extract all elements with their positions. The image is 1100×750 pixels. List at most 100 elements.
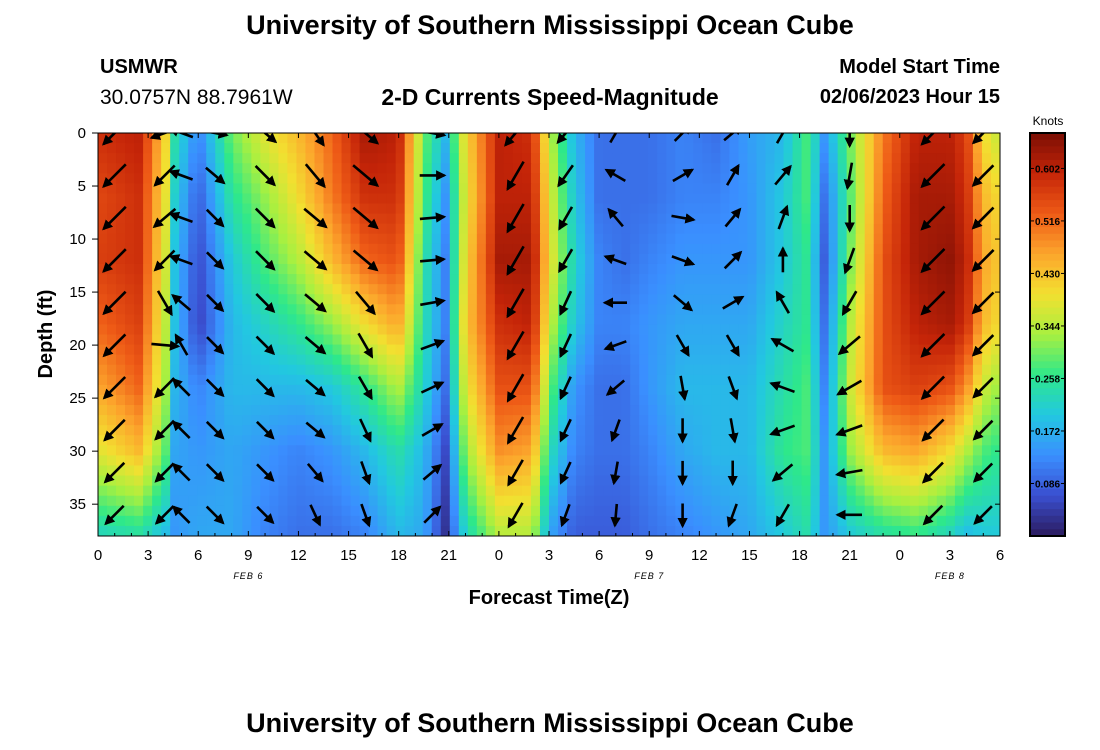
heatmap-cell [260, 495, 270, 507]
heatmap-cell [612, 344, 622, 356]
heatmap-cell [891, 455, 902, 467]
heatmap-cell [558, 485, 568, 497]
heatmap-cell [188, 274, 198, 285]
heatmap-cell [476, 153, 487, 164]
heatmap-cell [549, 505, 559, 517]
heatmap-cell [765, 374, 776, 386]
heatmap-cell [197, 173, 207, 184]
y-tick-label: 25 [69, 390, 86, 407]
heatmap-cell [720, 465, 730, 477]
heatmap-cell [828, 354, 839, 366]
heatmap-cell [368, 425, 379, 436]
colorbar-swatch [1030, 435, 1065, 443]
heatmap-cell [323, 223, 334, 235]
heatmap-cell [269, 193, 279, 205]
heatmap-cell [963, 223, 974, 235]
heatmap-cell [585, 445, 595, 456]
heatmap-cell [756, 314, 767, 326]
heatmap-cell [332, 374, 343, 386]
heatmap-cell [485, 223, 496, 235]
heatmap-cell [134, 394, 144, 406]
heatmap-cell [404, 354, 415, 366]
heatmap-cell [116, 183, 126, 195]
heatmap-cell [702, 394, 712, 406]
heatmap-cell [783, 183, 794, 195]
heatmap-cell [134, 193, 144, 205]
heatmap-cell [143, 213, 153, 225]
heatmap-cell [711, 455, 721, 467]
heatmap-cell [558, 183, 568, 195]
heatmap-cell [188, 515, 198, 527]
heatmap-cell [197, 253, 207, 265]
heatmap-cell [900, 183, 911, 195]
heatmap-cell [936, 274, 947, 285]
heatmap-cell [98, 364, 108, 376]
heatmap-cell [837, 253, 848, 265]
heatmap-cell [900, 435, 911, 446]
heatmap-cell [521, 505, 532, 517]
heatmap-cell [260, 415, 270, 426]
heatmap-cell [873, 133, 884, 144]
heatmap-cell [711, 465, 721, 477]
heatmap-cell [368, 354, 379, 366]
heatmap-cell [161, 203, 171, 215]
heatmap-cell [747, 475, 758, 487]
heatmap-cell [702, 364, 712, 376]
heatmap-cell [224, 354, 234, 366]
heatmap-cell [594, 425, 604, 436]
heatmap-cell [386, 435, 397, 446]
heatmap-cell [134, 294, 144, 305]
current-vector [102, 376, 127, 400]
heatmap-cell [792, 263, 803, 275]
heatmap-cell [368, 394, 379, 406]
heatmap-cell [900, 485, 911, 497]
heatmap-cell [882, 284, 893, 295]
y-tick-label: 15 [69, 284, 86, 301]
heatmap-cell [963, 253, 974, 265]
heatmap-cell [927, 203, 938, 215]
heatmap-cell [945, 364, 956, 376]
heatmap-cell [332, 203, 343, 215]
heatmap-cell [368, 435, 379, 446]
heatmap-cell [125, 294, 135, 305]
heatmap-cell [711, 203, 721, 215]
current-vector [206, 336, 225, 355]
heatmap-cell [873, 455, 884, 467]
heatmap-cell [485, 314, 496, 326]
heatmap-cell [648, 213, 658, 225]
heatmap-cell [485, 284, 496, 295]
footer-title: University of Southern Mississippi Ocean… [246, 708, 854, 738]
heatmap-cell [801, 153, 812, 164]
heatmap-cell [485, 143, 496, 154]
heatmap-cell [296, 465, 307, 477]
heatmap-cell [972, 193, 983, 205]
current-vector [255, 250, 276, 271]
heatmap-cell [395, 183, 406, 195]
heatmap-cell [440, 143, 451, 154]
heatmap-cell [269, 445, 279, 456]
heatmap-cell [485, 133, 496, 144]
heatmap-cell [765, 354, 776, 366]
heatmap-cell [666, 515, 676, 527]
heatmap-cell [287, 435, 298, 446]
heatmap-cell [747, 183, 758, 195]
heatmap-cell [152, 465, 162, 477]
colorbar-swatch [1030, 354, 1065, 362]
x-tick-label: 12 [290, 547, 307, 564]
heatmap-cell [98, 253, 108, 265]
heatmap-cell [485, 425, 496, 436]
heatmap-cell [422, 133, 433, 144]
heatmap-cell [332, 445, 343, 456]
heatmap-cell [828, 284, 839, 295]
current-vector [420, 381, 445, 394]
heatmap-cell [413, 405, 424, 416]
heatmap-cell [143, 324, 153, 336]
heatmap-cell [711, 384, 721, 396]
x-tick-label: 3 [545, 547, 553, 564]
heatmap-cell [945, 284, 956, 295]
heatmap-cell [927, 364, 938, 376]
heatmap-cell [188, 334, 198, 346]
heatmap-cell [738, 455, 749, 467]
heatmap-cell [648, 334, 658, 346]
heatmap-cell [485, 163, 496, 174]
